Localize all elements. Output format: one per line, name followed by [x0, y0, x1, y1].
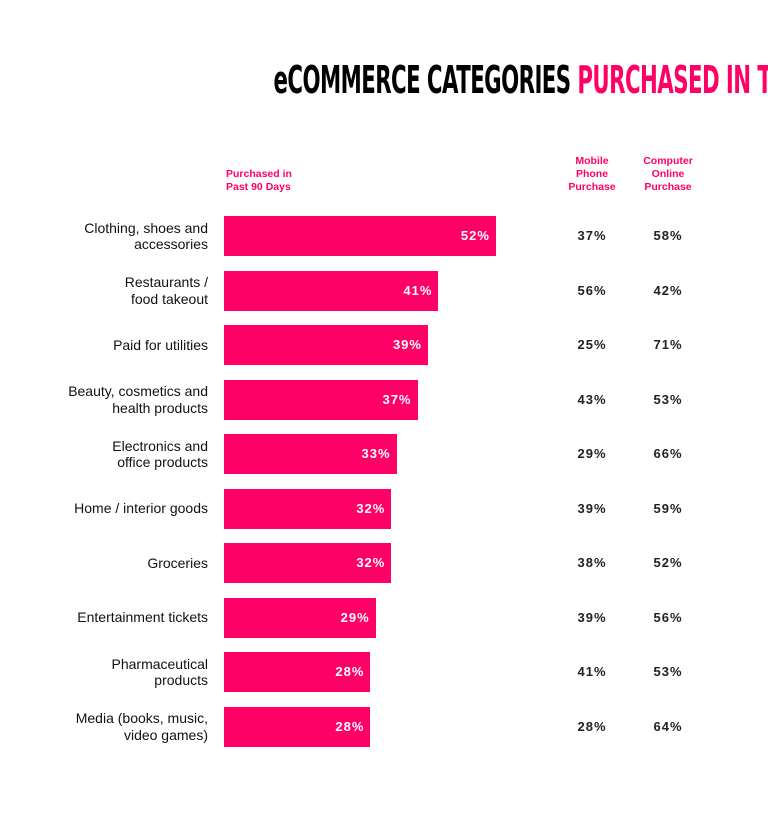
category-label: Paid for utilities: [8, 337, 208, 354]
category-label-line: Pharmaceutical: [111, 655, 209, 672]
mobile-value: 29%: [577, 446, 607, 461]
mobile-value: 56%: [577, 282, 607, 298]
bar-column-header: Purchased in Past 90 Days: [226, 168, 292, 194]
computer-column-header: Computer Online Purchase: [634, 155, 702, 194]
category-label-line: Groceries: [147, 554, 208, 571]
mobile-value: 37%: [577, 228, 607, 243]
category-label: Entertainment tickets: [8, 609, 208, 626]
bar: 28%: [224, 652, 371, 692]
category-label-line: office products: [117, 454, 208, 470]
bar-value-label: 29%: [340, 609, 370, 625]
mobile-column-header: Mobile Phone Purchase: [562, 155, 622, 194]
category-label-line: Paid for utilities: [113, 336, 208, 353]
mobile-value: 38%: [577, 555, 607, 570]
category-label: Groceries: [8, 555, 208, 572]
bar: 41%: [224, 270, 439, 311]
header-line: Online: [651, 168, 685, 180]
header-line: Phone: [575, 168, 609, 180]
mobile-value: 39%: [577, 500, 607, 516]
header-line: Purchase: [568, 181, 616, 193]
bar: 37%: [224, 379, 418, 420]
computer-value: 71%: [653, 337, 683, 352]
mobile-value: 25%: [577, 337, 607, 352]
chart-title: eCOMMERCE CATEGORIES PURCHASED IN THE PA…: [0, 58, 768, 102]
bar: 32%: [224, 488, 392, 529]
category-label-line: Restaurants /: [124, 274, 208, 290]
mobile-value: 43%: [577, 391, 607, 407]
bar-value-label: 52%: [460, 228, 490, 243]
bar: 52%: [224, 216, 496, 256]
category-label: Electronics and office products: [8, 438, 208, 471]
bar-value-label: 32%: [356, 500, 386, 516]
computer-value: 56%: [653, 609, 683, 625]
computer-value: 53%: [653, 391, 683, 407]
bar: 33%: [224, 434, 397, 474]
category-label: Media (books, music, video games): [8, 710, 208, 743]
category-label-line: Entertainment tickets: [77, 609, 208, 626]
header-line: Purchased in: [226, 168, 292, 180]
computer-value: 66%: [653, 446, 683, 461]
bar: 28%: [224, 706, 371, 747]
computer-value: 42%: [653, 282, 683, 298]
bar-value-label: 33%: [361, 446, 391, 461]
computer-value: 59%: [653, 500, 683, 516]
category-label-line: Electronics and: [112, 437, 208, 454]
category-label: Restaurants / food takeout: [8, 274, 208, 307]
category-label: Home / interior goods: [8, 500, 208, 517]
computer-value: 53%: [653, 664, 683, 679]
bar-value-label: 28%: [335, 718, 365, 734]
title-part-pink: PURCHASED IN THE PAST 90 DAYS: [577, 58, 768, 102]
header-line: Computer: [643, 155, 693, 167]
mobile-value: 39%: [577, 609, 607, 625]
mobile-value: 28%: [577, 718, 607, 734]
category-label-line: products: [154, 672, 208, 688]
bar-value-label: 41%: [403, 282, 433, 298]
computer-value: 52%: [653, 555, 683, 570]
computer-value: 64%: [653, 718, 683, 734]
bar-value-label: 37%: [382, 391, 412, 407]
header-line: Past 90 Days: [226, 181, 291, 193]
mobile-value: 41%: [577, 664, 607, 679]
category-label: Clothing, shoes and accessories: [8, 220, 208, 253]
category-label: Beauty, cosmetics and health products: [8, 383, 208, 416]
category-label-line: Media (books, music,: [75, 710, 208, 726]
category-label-line: food takeout: [130, 290, 208, 307]
bar: 39%: [224, 325, 428, 365]
header-line: Mobile: [575, 155, 609, 167]
header-line: Purchase: [644, 181, 692, 193]
title-part-black: eCOMMERCE CATEGORIES: [273, 58, 572, 102]
computer-value: 58%: [653, 228, 683, 243]
category-label: Pharmaceutical products: [8, 655, 209, 689]
category-label-line: Home / interior goods: [74, 500, 208, 517]
bar-value-label: 39%: [392, 337, 422, 352]
category-label-line: Clothing, shoes and: [84, 219, 208, 236]
bar-value-label: 28%: [335, 664, 365, 679]
bar: 32%: [224, 543, 392, 583]
category-label-line: video games): [123, 726, 208, 743]
bar: 29%: [224, 597, 376, 638]
bar-value-label: 32%: [356, 555, 386, 570]
category-label-line: accessories: [134, 236, 208, 252]
category-label-line: Beauty, cosmetics and: [68, 383, 208, 399]
category-label-line: health products: [112, 399, 208, 416]
